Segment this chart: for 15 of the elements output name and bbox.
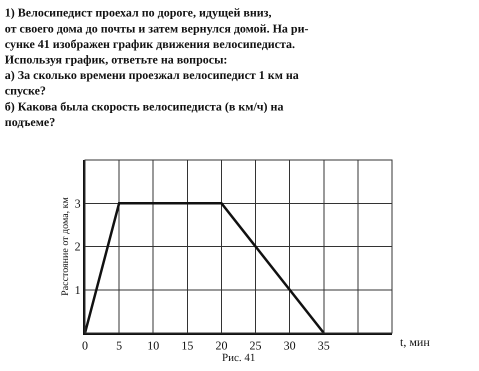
x-tick-label: 0: [82, 338, 88, 352]
x-tick-label: 10: [147, 338, 160, 352]
x-tick-label: 30: [284, 338, 296, 352]
y-tick-label: 3: [74, 196, 81, 210]
text: Рис. 41: [222, 352, 256, 364]
x-tick-label: 15: [181, 338, 194, 352]
x-tick-label: 5: [116, 338, 122, 352]
x-tick-label: 35: [318, 338, 330, 352]
chart-title: 1) Велосипедист проехал по дороге, идущей вниз, от своего дома до почты и затем вернулся домой. На ри- сунке 41 изображен график движения велосипедиста. Используя график, ответьте на вопросы: а) За сколько времени проезжал велосипедист 1 км на спуске? б) Какова была скорость велосипедиста (в км/ч) на подъеме?: [4, 6, 309, 129]
y-tick-label: 2: [74, 240, 81, 254]
x-tick-label: 20: [215, 338, 228, 352]
y-tick-label: 1: [74, 282, 81, 297]
x-tick-label: 25: [250, 338, 262, 352]
y-axis-title: Расстояние от дома, км: [60, 196, 72, 296]
x-axis-title: t, мин: [400, 335, 430, 349]
